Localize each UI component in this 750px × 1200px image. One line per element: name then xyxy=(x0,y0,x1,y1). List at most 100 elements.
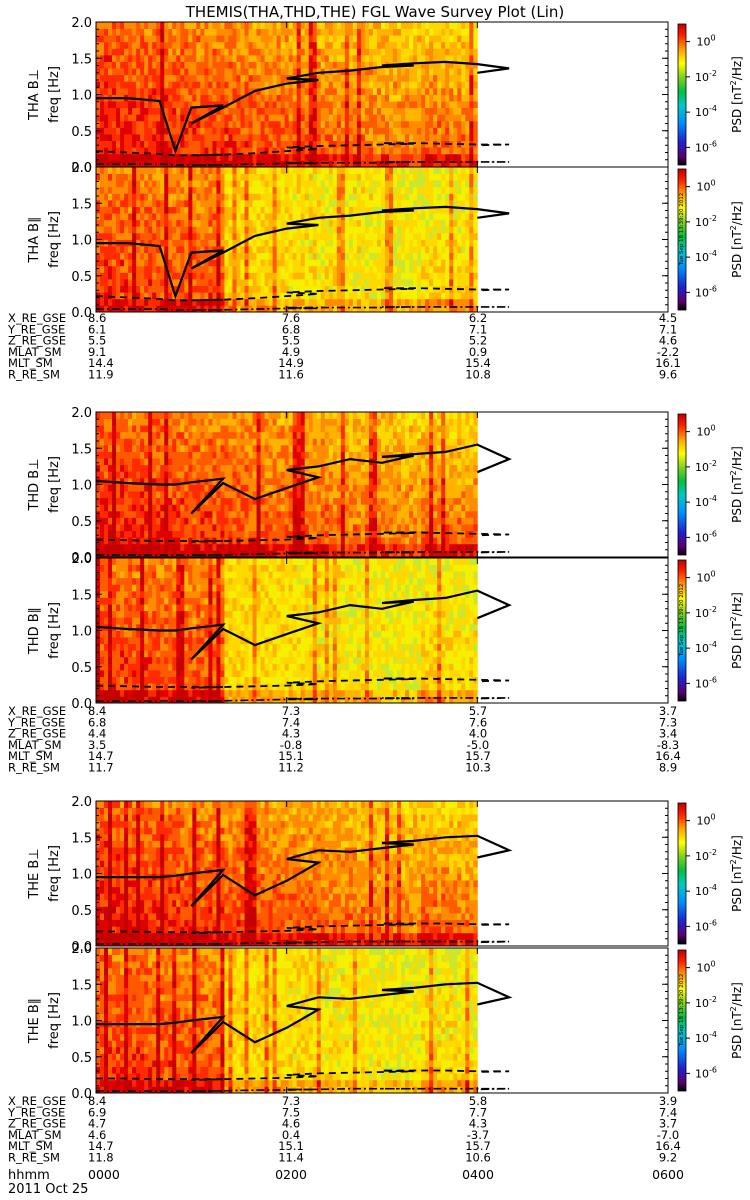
spectrogram-cell xyxy=(320,193,326,201)
spectrogram-cell xyxy=(240,252,245,260)
spectrogram-cell xyxy=(344,54,350,62)
spectrogram-cell xyxy=(100,543,105,551)
spectrogram-cell xyxy=(144,471,149,479)
spectrogram-cell xyxy=(228,252,233,260)
spectrogram-cell xyxy=(264,87,269,95)
spectrogram-cell xyxy=(465,265,470,273)
spectrogram-cell xyxy=(136,173,141,181)
spectrogram-cell xyxy=(280,232,286,240)
spectrogram-cell xyxy=(344,252,350,260)
spectrogram-cell xyxy=(164,54,169,62)
spectrogram-cell xyxy=(356,226,362,234)
spectrogram-cell xyxy=(164,87,169,95)
spectrogram-cell xyxy=(401,259,406,267)
spectrogram-cell xyxy=(220,285,225,293)
spectrogram-cell xyxy=(268,186,274,194)
spectrogram-cell xyxy=(104,213,109,221)
spectrogram-cell xyxy=(108,510,113,518)
spectrogram-cell xyxy=(216,134,221,142)
spectrogram-cell xyxy=(120,167,125,174)
spectrogram-cell xyxy=(204,444,209,452)
spectrogram-cell xyxy=(425,74,430,82)
spectrogram-cell xyxy=(184,68,189,76)
spectrogram-cell xyxy=(172,48,177,56)
spectrogram-cell xyxy=(124,471,129,479)
spectrogram-cell xyxy=(136,272,141,280)
spectrogram-cell xyxy=(188,199,193,207)
spectrogram-cell xyxy=(228,226,233,234)
spectrogram-cell xyxy=(381,120,386,128)
spectrogram-cell xyxy=(176,484,181,492)
spectrogram-cell xyxy=(272,252,278,260)
spectrogram-cell xyxy=(397,305,402,313)
spectrogram-cell xyxy=(385,298,390,306)
spectrogram-cell xyxy=(208,134,213,142)
spectrogram-cell xyxy=(465,48,470,56)
spectrogram-cell xyxy=(328,41,334,49)
spectrogram-cell xyxy=(216,252,221,260)
spectrogram-cell xyxy=(176,94,181,102)
spectrogram-cell xyxy=(144,219,149,227)
spectrogram-cell xyxy=(204,173,209,181)
spectrogram-cell xyxy=(148,28,153,36)
spectrogram-cell xyxy=(376,87,382,95)
spectrogram-cell xyxy=(344,114,350,122)
spectrogram-cell xyxy=(465,94,470,102)
spectrogram-cell xyxy=(208,412,213,419)
spectrogram-cell xyxy=(256,81,261,89)
spectrogram-cell xyxy=(312,226,318,234)
spectrogram-cell xyxy=(188,537,193,545)
spectrogram-cell xyxy=(112,167,117,174)
spectrogram-cell xyxy=(248,101,253,109)
spectrogram-cell xyxy=(417,94,422,102)
spectrogram-cell xyxy=(376,48,382,56)
spectrogram-cell xyxy=(176,418,181,426)
spectrogram-cell xyxy=(240,180,245,188)
spectrogram-cell xyxy=(236,153,241,161)
spectrogram-cell xyxy=(164,41,169,49)
spectrogram-cell xyxy=(124,232,129,240)
spectrogram-cell xyxy=(168,491,173,499)
spectrogram-cell xyxy=(212,186,217,194)
spectrogram-cell xyxy=(236,74,241,82)
spectrogram-cell xyxy=(409,101,414,109)
spectrogram-cell xyxy=(208,425,213,433)
spectrogram-cell xyxy=(184,232,189,240)
spectrogram-cell xyxy=(128,431,133,439)
spectrogram-cell xyxy=(184,193,189,201)
spectrogram-cell xyxy=(200,510,205,518)
spectrogram-cell xyxy=(140,279,145,287)
spectrogram-cell xyxy=(368,173,374,181)
spectrogram-cell xyxy=(100,153,105,161)
spectrogram-cell xyxy=(272,114,278,122)
spectrogram-cell xyxy=(164,147,169,155)
spectrogram-cell xyxy=(397,94,402,102)
spectrogram-cell xyxy=(256,68,261,76)
spectrogram-cell xyxy=(264,147,269,155)
spectrogram-cell xyxy=(296,252,302,260)
spectrogram-cell xyxy=(453,134,458,142)
spectrogram-cell xyxy=(156,550,161,558)
spectrogram-cell xyxy=(385,160,390,168)
spectrogram-cell xyxy=(216,246,221,254)
spectrogram-cell xyxy=(144,41,149,49)
spectrogram-cell xyxy=(100,497,105,505)
spectrogram-cell xyxy=(176,431,181,439)
spectrogram-cell xyxy=(260,54,265,62)
spectrogram-cell xyxy=(160,431,165,439)
spectrogram-cell xyxy=(425,298,430,306)
spectrogram-cell xyxy=(248,35,253,43)
spectrogram-cell xyxy=(128,54,133,62)
spectrogram-cell xyxy=(332,180,338,188)
spectrogram-cell xyxy=(236,206,241,214)
spectrogram-cell xyxy=(184,22,189,29)
spectrogram-cell xyxy=(148,259,153,267)
spectrogram-cell xyxy=(324,120,330,128)
spectrogram-cell xyxy=(160,94,165,102)
spectrogram-cell xyxy=(232,127,237,135)
spectrogram-cell xyxy=(385,173,390,181)
spectrogram-cell xyxy=(417,134,422,142)
spectrogram-cell xyxy=(196,153,201,161)
spectrogram-cell xyxy=(372,298,378,306)
spectrogram-cell xyxy=(212,451,217,459)
